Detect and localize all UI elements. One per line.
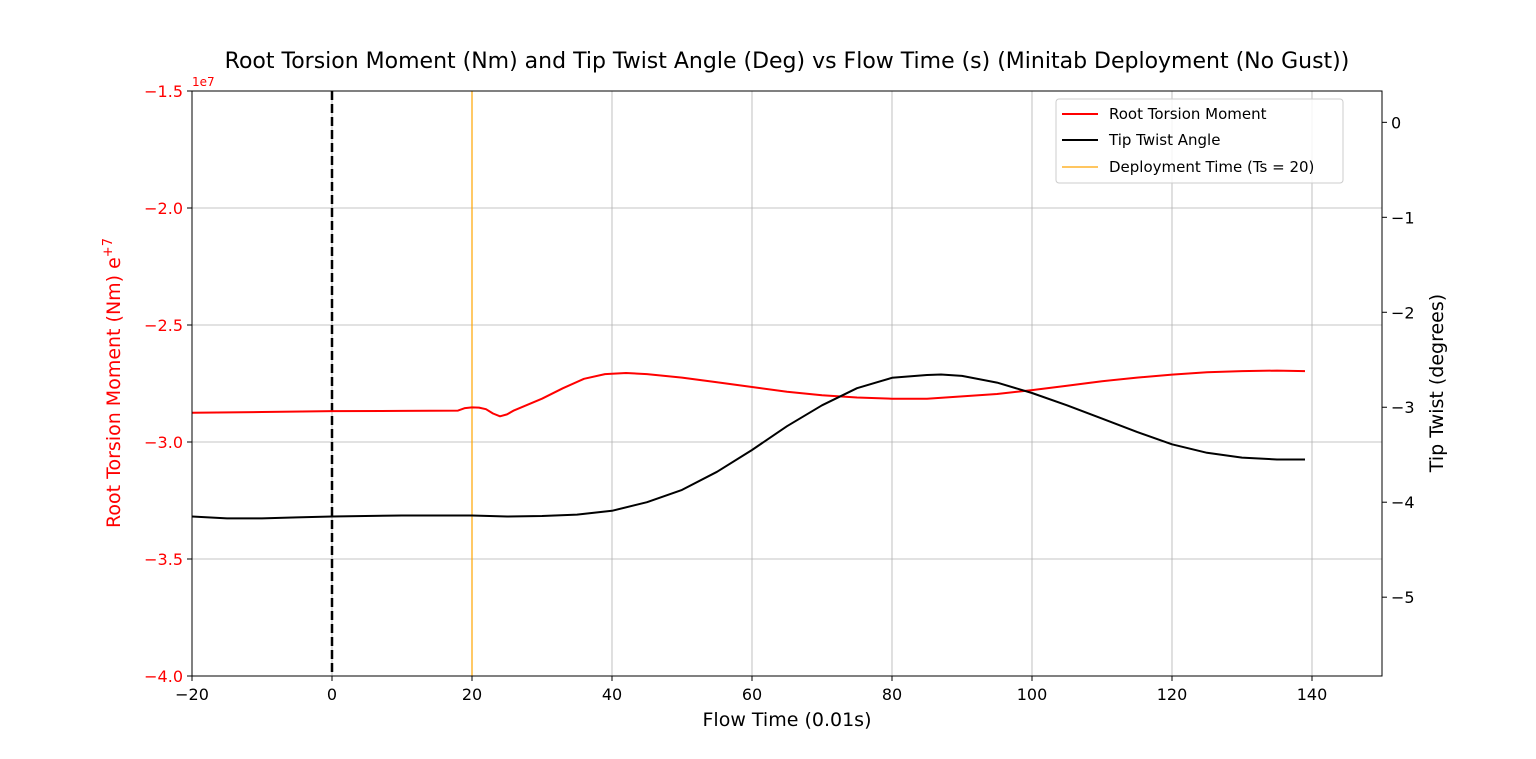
y-left-tick-label: −3.0	[144, 433, 183, 452]
x-tick-label: 20	[462, 685, 482, 704]
x-tick-label: 80	[882, 685, 902, 704]
legend-box	[1055, 98, 1344, 184]
y-left-tick-label: −2.0	[144, 199, 183, 218]
left-axis-offset-text: 1e7	[192, 75, 215, 89]
y-left-tick-label: −2.5	[144, 316, 183, 335]
x-axis-label: Flow Time (0.01s)	[703, 709, 872, 731]
x-tick-label: 40	[602, 685, 622, 704]
y-axis-left-label: Root Torsion Moment (Nm) e+7	[101, 238, 125, 528]
series-lines	[191, 369, 1306, 520]
legend-label-root-torsion-moment: Root Torsion Moment	[1109, 105, 1267, 123]
y-axis-left-label-main: Root Torsion Moment (Nm) e	[103, 257, 125, 528]
x-tick-label: 100	[1017, 685, 1048, 704]
reference-lines	[330, 91, 473, 676]
y-left-tick-label: −3.5	[144, 550, 183, 569]
y-right-tick-label: −1	[1391, 208, 1415, 227]
x-tick-label: 120	[1157, 685, 1188, 704]
y-left-tick-label: −1.5	[144, 82, 183, 101]
root-torsion-moment-line	[191, 369, 1306, 418]
tip-twist-angle-line	[191, 373, 1305, 520]
legend-label-deployment-time: Deployment Time (Ts = 20)	[1109, 158, 1314, 176]
chart-title: Root Torsion Moment (Nm) and Tip Twist A…	[225, 49, 1350, 74]
legend-label-tip-twist-angle: Tip Twist Angle	[1108, 131, 1220, 149]
legend: Root Torsion Moment Tip Twist Angle Depl…	[1055, 98, 1344, 184]
y-axis-left: −4.0 −3.5 −3.0 −2.5 −2.0 −1.5	[144, 82, 192, 686]
y-right-tick-label: −3	[1391, 398, 1415, 417]
x-tick-label: 0	[327, 685, 337, 704]
y-right-tick-label: −5	[1391, 588, 1415, 607]
plot-frame	[191, 90, 1383, 677]
y-right-tick-label: 0	[1391, 113, 1401, 132]
x-tick-label: 60	[742, 685, 762, 704]
x-axis: −20 0 20 40 60 80 100 120 140	[175, 676, 1327, 704]
y-axis-right: −5 −4 −3 −2 −1 0	[1382, 113, 1415, 607]
y-left-tick-label: −4.0	[144, 667, 183, 686]
y-axis-left-label-sup: +7	[101, 238, 116, 257]
y-right-tick-label: −4	[1391, 493, 1415, 512]
y-axis-right-label: Tip Twist (degrees)	[1426, 294, 1448, 473]
x-tick-label: −20	[175, 685, 209, 704]
y-right-tick-label: −2	[1391, 303, 1415, 322]
x-tick-label: 140	[1297, 685, 1328, 704]
